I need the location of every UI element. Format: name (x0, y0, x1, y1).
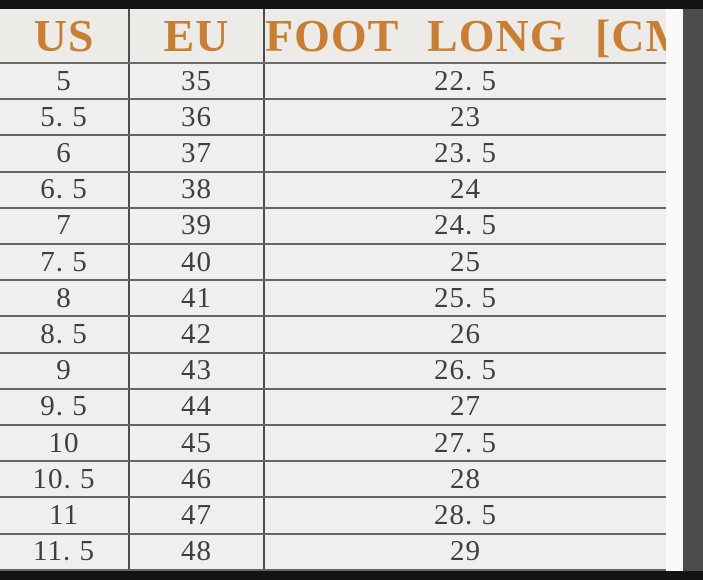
cell-eu-size: 40 (129, 243, 265, 282)
table-row: 10 45 27. 5 (0, 424, 666, 463)
cell-eu-size: 38 (129, 170, 265, 209)
cell-us-size: 9 (0, 351, 130, 390)
cell-eu-size: 48 (129, 532, 265, 572)
cell-eu-size: 44 (129, 387, 265, 427)
cell-eu-size: 39 (129, 206, 265, 246)
table-row: 7 39 24. 5 (0, 206, 666, 246)
cell-eu-size: 42 (129, 315, 265, 354)
cell-foot-length: 25. 5 (264, 279, 666, 318)
table-row: 11. 5 48 29 (0, 532, 666, 572)
header-foot-long-cm: FOOT LONG [CM] (264, 9, 666, 64)
table-row: 8 41 25. 5 (0, 279, 666, 318)
cell-eu-size: 36 (129, 98, 265, 137)
cell-us-size: 5. 5 (0, 98, 130, 137)
size-table-body: 5 35 22. 5 5. 5 36 23 6 37 23. 5 6. 5 38… (0, 61, 666, 572)
table-row: 5 35 22. 5 (0, 61, 666, 101)
cell-foot-length: 27. 5 (264, 424, 666, 463)
header-us: US (0, 9, 130, 64)
cell-foot-length: 22. 5 (264, 61, 666, 101)
cell-eu-size: 46 (129, 460, 265, 499)
cell-us-size: 11. 5 (0, 532, 130, 572)
cell-eu-size: 37 (129, 134, 265, 173)
cell-eu-size: 41 (129, 279, 265, 318)
cell-foot-length: 23. 5 (264, 134, 666, 173)
cell-foot-length: 26. 5 (264, 351, 666, 390)
table-row: 7. 5 40 25 (0, 243, 666, 282)
table-row: 6 37 23. 5 (0, 134, 666, 173)
cell-eu-size: 35 (129, 61, 265, 101)
table-header-row: US EU FOOT LONG [CM] (0, 9, 666, 64)
table-row: 10. 5 46 28 (0, 460, 666, 499)
cell-us-size: 9. 5 (0, 387, 130, 427)
table-row: 8. 5 42 26 (0, 315, 666, 354)
cell-foot-length: 23 (264, 98, 666, 137)
cell-eu-size: 43 (129, 351, 265, 390)
cell-foot-length: 29 (264, 532, 666, 572)
cell-foot-length: 28 (264, 460, 666, 499)
cell-us-size: 6. 5 (0, 170, 130, 209)
cell-foot-length: 24 (264, 170, 666, 209)
cell-eu-size: 47 (129, 496, 265, 535)
table-row: 9 43 26. 5 (0, 351, 666, 390)
cell-foot-length: 25 (264, 243, 666, 282)
bottom-border-bar (0, 571, 703, 580)
cell-us-size: 7. 5 (0, 243, 130, 282)
table-row: 9. 5 44 27 (0, 387, 666, 427)
right-border-bar (683, 9, 703, 571)
cell-us-size: 10. 5 (0, 460, 130, 499)
table-row: 11 47 28. 5 (0, 496, 666, 535)
size-conversion-table: US EU FOOT LONG [CM] 5 35 22. 5 5. 5 36 … (0, 9, 666, 572)
table-row: 5. 5 36 23 (0, 98, 666, 137)
size-table: US EU FOOT LONG [CM] 5 35 22. 5 5. 5 36 … (0, 9, 666, 572)
cell-us-size: 8 (0, 279, 130, 318)
cell-foot-length: 24. 5 (264, 206, 666, 246)
top-border-bar (0, 0, 703, 9)
cell-foot-length: 27 (264, 387, 666, 427)
cell-us-size: 6 (0, 134, 130, 173)
cell-us-size: 7 (0, 206, 130, 246)
cell-eu-size: 45 (129, 424, 265, 463)
cell-foot-length: 28. 5 (264, 496, 666, 535)
cell-us-size: 5 (0, 61, 130, 101)
cell-foot-length: 26 (264, 315, 666, 354)
cell-us-size: 8. 5 (0, 315, 130, 354)
cell-us-size: 10 (0, 424, 130, 463)
cell-us-size: 11 (0, 496, 130, 535)
header-eu: EU (129, 9, 265, 64)
table-row: 6. 5 38 24 (0, 170, 666, 209)
